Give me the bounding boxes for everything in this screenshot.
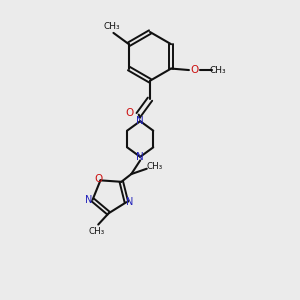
Text: CH₃: CH₃ — [147, 162, 163, 171]
Text: N: N — [126, 197, 134, 207]
Text: CH₃: CH₃ — [89, 226, 105, 236]
Text: N: N — [85, 195, 93, 205]
Text: O: O — [126, 108, 134, 118]
Text: N: N — [136, 152, 144, 162]
Text: O: O — [190, 65, 198, 75]
Text: CH₃: CH₃ — [210, 65, 226, 74]
Text: O: O — [95, 174, 103, 184]
Text: CH₃: CH₃ — [103, 22, 120, 31]
Text: N: N — [136, 116, 144, 126]
